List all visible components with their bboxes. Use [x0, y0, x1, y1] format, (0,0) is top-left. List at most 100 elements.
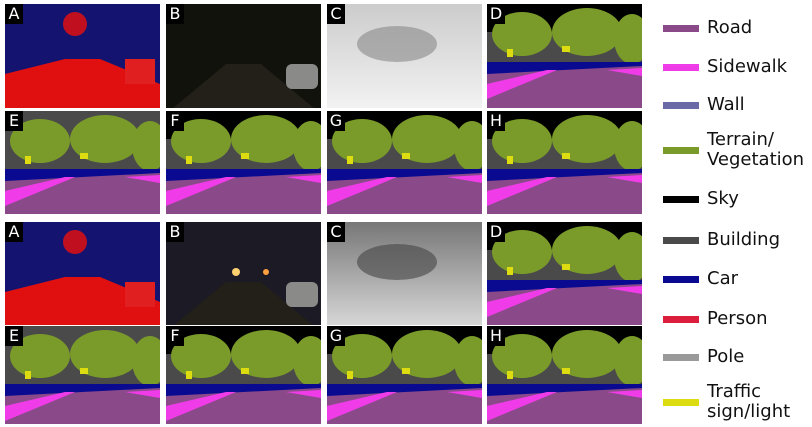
- legend-item: Car: [663, 269, 811, 289]
- legend-swatch: [663, 102, 699, 109]
- panel-label: E: [5, 326, 23, 346]
- legend-swatch: [663, 25, 699, 32]
- legend-label: Road: [707, 18, 811, 38]
- legend-item: Person: [663, 309, 811, 329]
- panel-label: C: [327, 4, 345, 24]
- figure: ABCDEFGHABCDEFGHRoadSidewalkWallTerrain/…: [0, 0, 812, 427]
- image-panel: G: [327, 111, 482, 214]
- image-panel: C: [327, 4, 482, 108]
- panel-label: D: [487, 4, 505, 24]
- image-panel: F: [166, 111, 321, 214]
- image-panel: G: [327, 326, 482, 424]
- image-shape: [63, 230, 87, 254]
- legend-item: Pole: [663, 347, 811, 367]
- panel-label: H: [487, 111, 505, 131]
- legend-swatch: [663, 147, 699, 154]
- image-panel: D: [487, 222, 642, 325]
- image-shape: [232, 268, 240, 276]
- panel-image: [5, 4, 160, 108]
- image-shape: [286, 64, 318, 89]
- legend-item: Building: [663, 230, 811, 250]
- image-panel: F: [166, 326, 321, 424]
- legend-item: Road: [663, 18, 811, 38]
- panel-image: [487, 222, 642, 325]
- panel-label: E: [5, 111, 23, 131]
- image-shape: [507, 156, 513, 164]
- panel-image: [166, 222, 321, 325]
- panel-label: A: [5, 222, 23, 242]
- legend-label: Sidewalk: [707, 57, 811, 77]
- image-shape: [507, 371, 513, 379]
- image-panel: A: [5, 222, 160, 325]
- legend-label: Wall: [707, 95, 811, 115]
- image-shape: [347, 156, 353, 164]
- panel-label: G: [327, 111, 345, 131]
- panel-image: [327, 111, 482, 214]
- image-shape: [241, 368, 249, 374]
- legend-swatch: [663, 237, 699, 244]
- legend-label: Traffic sign/light: [707, 382, 811, 422]
- image-shape: [186, 156, 192, 164]
- image-shape: [186, 371, 192, 379]
- image-panel: H: [487, 326, 642, 424]
- legend-label: Sky: [707, 189, 811, 209]
- image-shape: [347, 371, 353, 379]
- panel-label: H: [487, 326, 505, 346]
- legend-label: Car: [707, 269, 811, 289]
- panel-image: [5, 222, 160, 325]
- image-shape: [25, 156, 31, 164]
- panel-image: [5, 111, 160, 214]
- legend-swatch: [663, 354, 699, 361]
- legend-swatch: [663, 276, 699, 283]
- image-shape: [80, 368, 88, 374]
- image-panel: D: [487, 4, 642, 108]
- image-shape: [263, 269, 269, 275]
- legend-swatch: [663, 64, 699, 71]
- legend-item: Wall: [663, 95, 811, 115]
- image-panel: H: [487, 111, 642, 214]
- panel-label: F: [166, 326, 184, 346]
- image-shape: [241, 153, 249, 159]
- legend-label: Pole: [707, 347, 811, 367]
- panel-image: [166, 4, 321, 108]
- image-shape: [357, 244, 437, 280]
- image-shape: [562, 153, 570, 159]
- image-shape: [562, 264, 570, 270]
- image-panel: E: [5, 326, 160, 424]
- panel-image: [487, 326, 642, 424]
- legend-label: Terrain/ Vegetation: [707, 130, 811, 170]
- panel-image: [327, 326, 482, 424]
- panel-label: A: [5, 4, 23, 24]
- panel-image: [166, 326, 321, 424]
- panel-label: G: [327, 326, 345, 346]
- legend-item: Sky: [663, 189, 811, 209]
- legend-item: Traffic sign/light: [663, 382, 811, 422]
- image-shape: [357, 26, 437, 62]
- image-shape: [402, 153, 410, 159]
- image-shape: [562, 46, 570, 52]
- legend-item: Sidewalk: [663, 57, 811, 77]
- panel-image: [327, 222, 482, 325]
- image-shape: [402, 368, 410, 374]
- panel-image: [487, 4, 642, 108]
- legend-swatch: [663, 196, 699, 203]
- image-shape: [63, 12, 87, 36]
- image-panel: C: [327, 222, 482, 325]
- image-shape: [562, 368, 570, 374]
- panel-label: B: [166, 222, 184, 242]
- image-shape: [507, 267, 513, 275]
- image-shape: [25, 371, 31, 379]
- panel-image: [166, 111, 321, 214]
- image-panel: B: [166, 222, 321, 325]
- panel-label: B: [166, 4, 184, 24]
- image-panel: E: [5, 111, 160, 214]
- image-shape: [125, 282, 155, 307]
- image-shape: [80, 153, 88, 159]
- image-shape: [286, 282, 318, 307]
- panel-image: [327, 4, 482, 108]
- panel-image: [5, 326, 160, 424]
- image-panel: A: [5, 4, 160, 108]
- panel-label: F: [166, 111, 184, 131]
- legend-label: Person: [707, 309, 811, 329]
- legend-item: Terrain/ Vegetation: [663, 130, 811, 170]
